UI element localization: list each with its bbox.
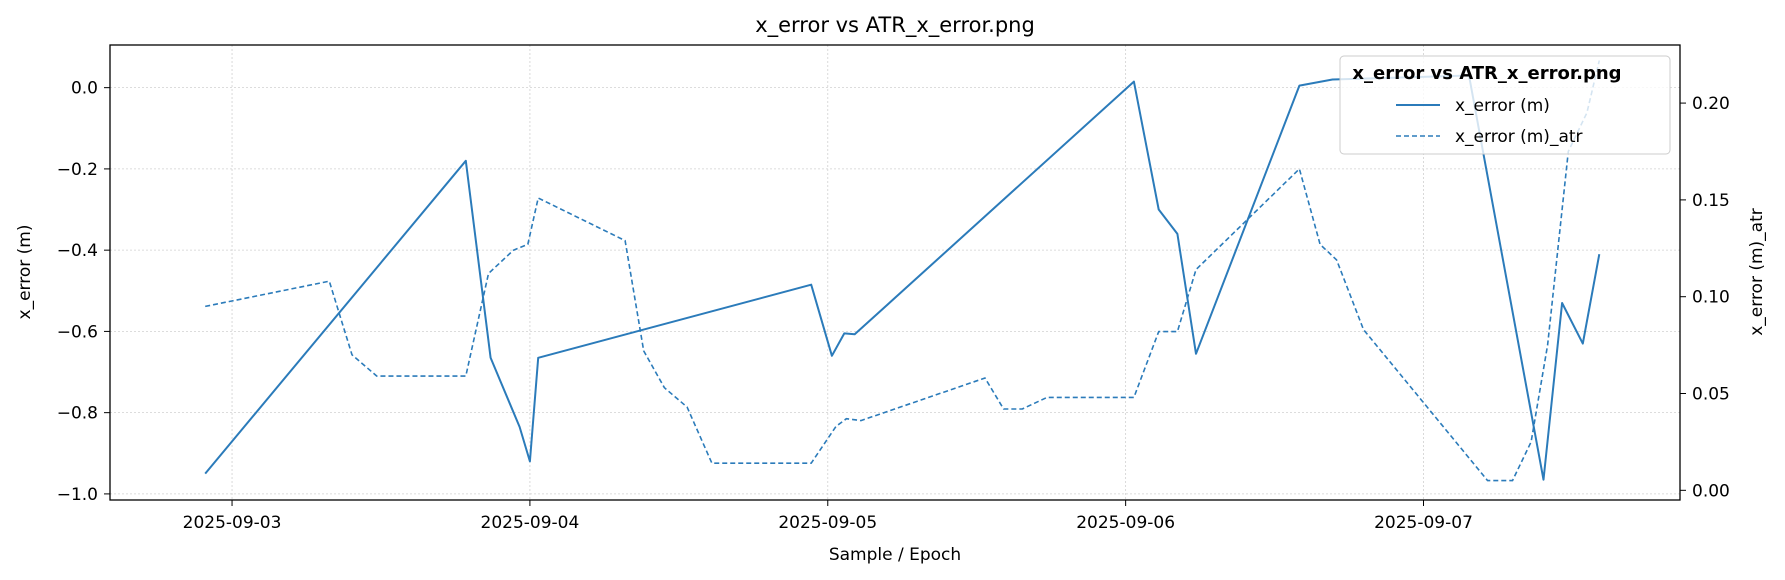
x-tick-label: 2025-09-07	[1374, 513, 1473, 533]
legend-label-series-2: x_error (m)_atr	[1455, 127, 1583, 147]
y-tick-label-left: −0.8	[57, 404, 98, 424]
chart-title: x_error vs ATR_x_error.png	[755, 13, 1035, 38]
y-tick-label-left: −0.2	[57, 160, 98, 180]
legend: x_error vs ATR_x_error.png x_error (m) x…	[1340, 56, 1670, 154]
y-tick-label-right: 0.00	[1692, 481, 1730, 501]
y-axis-label-left: x_error (m)	[15, 225, 35, 320]
x-tick-label: 2025-09-06	[1076, 513, 1175, 533]
y-tick-label-left: −0.4	[57, 241, 98, 261]
y-tick-label-left: −0.6	[57, 322, 98, 342]
x-axis-label: Sample / Epoch	[829, 545, 961, 565]
y-tick-label-right: 0.05	[1692, 385, 1730, 405]
x-tick-label: 2025-09-03	[183, 513, 282, 533]
y-axis-label-right: x_error (m)_atr	[1747, 208, 1767, 336]
y-tick-label-right: 0.15	[1692, 191, 1730, 211]
y-tick-label-left: 0.0	[71, 79, 98, 99]
y-tick-label-left: −1.0	[57, 485, 98, 505]
legend-label-series-1: x_error (m)	[1455, 96, 1550, 116]
x-tick-label: 2025-09-05	[778, 513, 877, 533]
x-tick-label: 2025-09-04	[481, 513, 580, 533]
y-tick-label-right: 0.20	[1692, 94, 1730, 114]
y-tick-label-right: 0.10	[1692, 288, 1730, 308]
legend-title: x_error vs ATR_x_error.png	[1352, 63, 1621, 84]
